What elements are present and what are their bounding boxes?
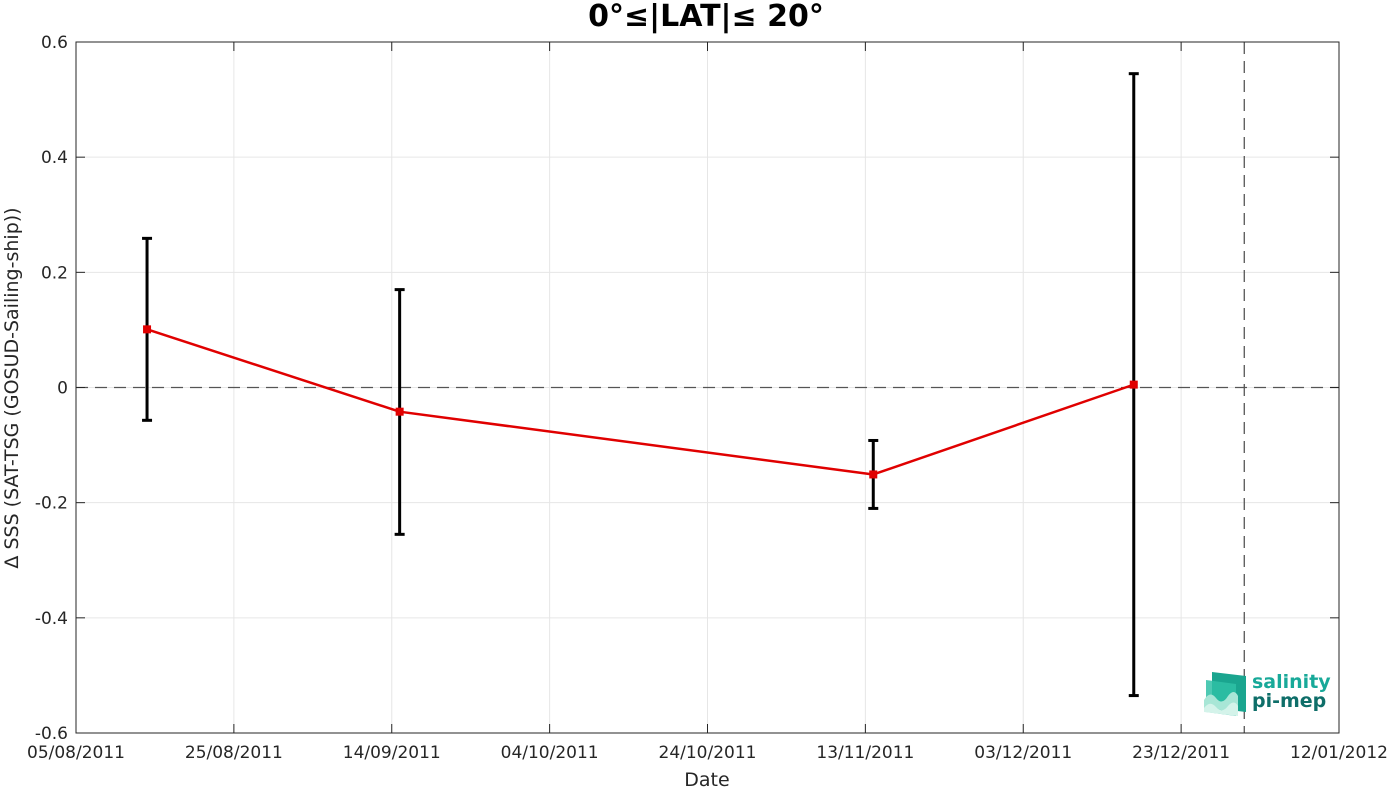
chart-title: 0°≤|LAT|≤ 20°: [588, 0, 824, 34]
logo-text-pi-mep: pi-mep: [1252, 690, 1326, 712]
y-tick-label: -0.6: [35, 724, 68, 744]
y-tick-label: -0.2: [35, 494, 68, 514]
series-line: [146, 328, 1135, 476]
x-tick-label: 04/10/2011: [501, 743, 599, 763]
x-tick-label: 14/09/2011: [343, 743, 441, 763]
y-tick-label: -0.4: [35, 609, 68, 629]
data-point: [395, 407, 404, 416]
y-axis-ticks: 0.6 0.4 0.2 0 -0.2 -0.4 -0.6: [35, 33, 1339, 744]
x-tick-label: 12/01/2012: [1290, 743, 1388, 763]
y-tick-label: 0.4: [41, 148, 68, 168]
x-tick-label: 13/11/2011: [816, 743, 914, 763]
data-point: [869, 470, 878, 479]
error-bars: [142, 72, 1139, 698]
x-tick-label: 24/10/2011: [659, 743, 757, 763]
wave-icon: [1204, 672, 1246, 716]
x-axis-ticks: 05/08/2011 25/08/2011 14/09/2011 04/10/2011…: [27, 42, 1388, 763]
y-tick-label: 0.6: [41, 33, 68, 53]
x-tick-label: 25/08/2011: [185, 743, 283, 763]
x-tick-label: 05/08/2011: [27, 743, 125, 763]
salinity-pi-mep-logo: salinity pi-mep: [1204, 671, 1331, 716]
logo-text-salinity: salinity: [1252, 671, 1331, 693]
x-axis-label: Date: [684, 769, 729, 788]
y-tick-label: 0: [57, 379, 68, 399]
x-tick-label: 23/12/2011: [1132, 743, 1230, 763]
y-tick-label: 0.2: [41, 263, 68, 283]
y-axis-label: Δ SSS (SAT-TSG (GOSUD-Sailing-ship)): [1, 207, 23, 568]
x-tick-label: 03/12/2011: [974, 743, 1072, 763]
data-point: [143, 325, 152, 334]
data-point: [1129, 380, 1138, 389]
series: [143, 325, 1138, 479]
